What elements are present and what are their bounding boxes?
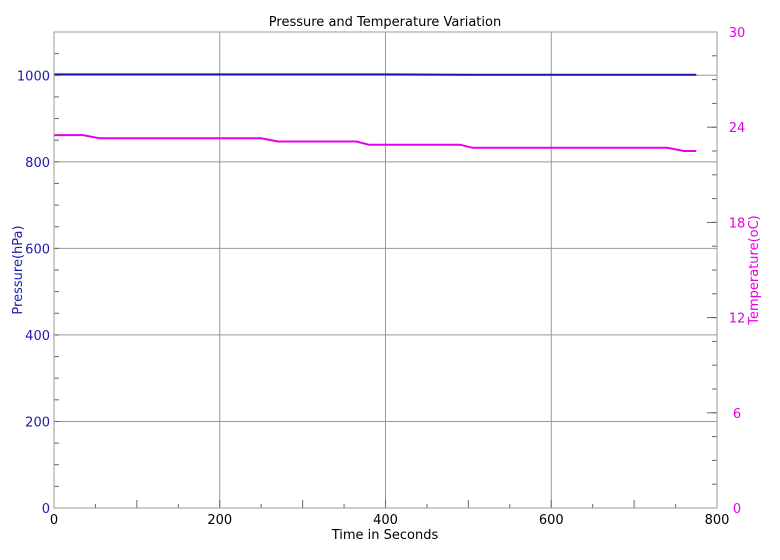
y-left-tick-label: 1000: [17, 69, 50, 84]
plot-frame: [53, 31, 718, 509]
x-tick-label: 200: [207, 513, 232, 528]
series-layer: [54, 73, 697, 152]
y-left-tick-label: 200: [25, 415, 50, 430]
y-axis-right-title: Temperature(oC): [747, 215, 762, 326]
y-left-tick-label: 0: [42, 502, 50, 517]
y-right-tick-label: 24: [729, 121, 746, 136]
y-left-tick-label: 400: [25, 329, 50, 344]
chart-title: Pressure and Temperature Variation: [269, 15, 501, 30]
y-right-tick-label: 30: [729, 26, 746, 41]
x-axis-title: Time in Seconds: [331, 528, 439, 543]
x-tick-label: 0: [50, 513, 58, 528]
x-tick-label: 600: [539, 513, 564, 528]
y-left-tick-label: 600: [25, 242, 50, 257]
y-right-tick-label: 6: [733, 407, 741, 422]
x-tick-label: 800: [705, 513, 730, 528]
x-tick-label: 400: [373, 513, 398, 528]
y-right-tick-label: 12: [729, 312, 746, 327]
y-left-tick-label: 800: [25, 156, 50, 171]
grid-layer: [53, 32, 718, 509]
y-right-tick-label: 18: [729, 216, 746, 231]
y-right-tick-label: 0: [733, 502, 741, 517]
y-axis-left-title: Pressure(hPa): [11, 225, 26, 314]
temperature-line: [54, 134, 697, 152]
